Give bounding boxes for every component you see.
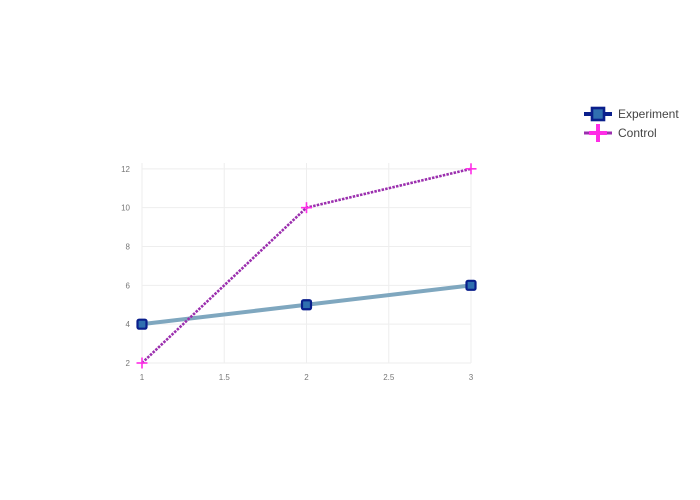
experiment-marker: [300, 299, 313, 311]
x-tick-label: 3: [469, 373, 474, 382]
control-marker: [465, 163, 477, 175]
legend-item-control[interactable]: Control: [584, 124, 657, 142]
axes: 1 1.5 2 2.5 3 2 4 6 8 10 12: [121, 165, 474, 382]
control-marker: [136, 357, 148, 369]
legend-square-icon: [590, 106, 606, 122]
series-control: [136, 163, 477, 369]
control-marker: [301, 202, 312, 214]
y-tick-label: 4: [126, 320, 131, 329]
legend-label: Control: [618, 126, 657, 140]
grid: [141, 163, 472, 364]
y-tick-label: 2: [126, 359, 131, 368]
x-tick-label: 1: [140, 373, 145, 382]
experiment-marker: [465, 279, 477, 291]
x-tick-label: 2: [304, 373, 309, 382]
experiment-marker: [136, 318, 148, 330]
x-tick-label: 2.5: [383, 373, 395, 382]
y-tick-label: 10: [121, 204, 130, 213]
y-tick-label: 6: [126, 281, 131, 290]
y-tick-label: 8: [126, 242, 131, 251]
y-tick-label: 12: [121, 165, 130, 174]
legend-item-experiment[interactable]: Experiment: [584, 106, 679, 122]
legend-label: Experiment: [618, 107, 679, 121]
series-experiment: [136, 279, 477, 330]
x-tick-label: 1.5: [219, 373, 231, 382]
series-layer: [136, 163, 477, 369]
legend: Experiment Control: [584, 106, 679, 142]
